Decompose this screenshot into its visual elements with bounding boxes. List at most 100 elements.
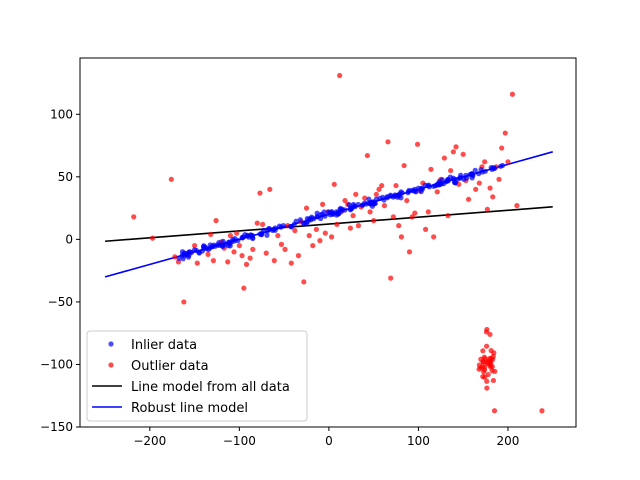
- outlier-point: [514, 203, 520, 209]
- outlier-point: [488, 359, 494, 365]
- outlier-point: [476, 180, 482, 186]
- outlier-point: [234, 230, 240, 236]
- outlier-point: [257, 190, 263, 196]
- outlier-point: [406, 249, 413, 255]
- legend: Inlier data Outlier data Line model from…: [86, 330, 308, 422]
- outlier-point: [487, 185, 493, 191]
- inlier-point: [186, 249, 192, 255]
- inlier-point: [346, 202, 352, 208]
- outlier-point: [371, 218, 377, 224]
- outlier-point: [390, 214, 396, 220]
- inlier-point: [366, 196, 372, 202]
- x-tick-label: 100: [407, 434, 430, 448]
- inlier-point: [249, 234, 256, 241]
- inlier-point: [464, 175, 470, 181]
- outlier-point: [337, 72, 343, 79]
- outlier-point: [350, 213, 356, 219]
- outlier-point: [313, 226, 319, 232]
- inlier-point: [458, 172, 464, 178]
- inlier-point: [412, 188, 418, 194]
- y-tick-label: −150: [40, 420, 73, 434]
- outlier-point: [322, 230, 328, 236]
- inlier-point: [469, 171, 475, 177]
- y-tick-label: −100: [40, 357, 73, 371]
- inlier-point: [454, 176, 461, 182]
- inlier-point: [220, 238, 226, 244]
- inlier-point: [276, 223, 283, 229]
- inlier-point: [355, 201, 361, 208]
- outlier-point: [431, 234, 437, 240]
- legend-label-outlier: Outlier data: [131, 359, 209, 374]
- inlier-point: [322, 213, 328, 219]
- x-tick-label: −200: [133, 434, 166, 448]
- outlier-point: [362, 195, 368, 201]
- outlier-point: [476, 362, 482, 368]
- y-tick-label: −50: [48, 295, 73, 309]
- legend-outlier-marker: [108, 362, 114, 368]
- outlier-point: [502, 130, 508, 136]
- inlier-point: [489, 166, 495, 172]
- inlier-point: [280, 222, 287, 229]
- inlier-point: [264, 232, 270, 238]
- outlier-point: [396, 223, 402, 229]
- outlier-point: [404, 197, 410, 204]
- outlier-point: [434, 189, 440, 195]
- outlier-point: [331, 181, 337, 187]
- outlier-point: [488, 348, 494, 354]
- inlier-point: [342, 207, 348, 213]
- outlier-point: [317, 238, 323, 244]
- outlier-point: [414, 141, 421, 147]
- outlier-point: [401, 162, 407, 169]
- inlier-point: [293, 218, 299, 224]
- outlier-point: [460, 151, 466, 157]
- outlier-point: [473, 186, 479, 192]
- outlier-point: [425, 209, 431, 215]
- inlier-point: [395, 192, 401, 198]
- x-tick-label: 0: [325, 434, 333, 448]
- outlier-point: [487, 355, 493, 361]
- inlier-point: [180, 256, 186, 262]
- inlier-point: [257, 231, 263, 237]
- legend-inlier-marker: [108, 341, 114, 347]
- inlier-point: [363, 201, 369, 207]
- outlier-point: [484, 206, 490, 212]
- outlier-point: [194, 260, 200, 266]
- inlier-point: [434, 181, 440, 187]
- inlier-point: [297, 217, 303, 223]
- outlier-point: [488, 364, 494, 370]
- outlier-point: [342, 197, 348, 204]
- inlier-point: [220, 243, 226, 249]
- outlier-point: [398, 234, 405, 240]
- outlier-point: [448, 167, 454, 174]
- outlier-point: [409, 214, 415, 220]
- legend-label-inlier: Inlier data: [131, 338, 197, 353]
- inlier-point: [499, 162, 506, 169]
- outlier-point: [481, 354, 487, 360]
- outlier-point: [509, 91, 516, 97]
- inlier-point: [318, 211, 324, 218]
- inlier-point: [351, 203, 357, 209]
- outlier-point: [227, 233, 234, 239]
- outlier-point: [381, 203, 388, 209]
- outlier-point: [499, 145, 505, 151]
- outlier-point: [465, 196, 472, 202]
- outlier-point: [376, 186, 382, 192]
- inlier-points: [176, 162, 506, 262]
- outlier-point: [250, 246, 256, 252]
- inlier-point: [478, 166, 484, 173]
- inlier-point: [384, 195, 391, 201]
- inlier-point: [266, 226, 272, 232]
- outlier-point: [292, 228, 298, 234]
- outlier-point: [355, 223, 362, 229]
- outlier-point: [243, 261, 250, 267]
- plot-area: [104, 72, 553, 414]
- outlier-point: [445, 213, 451, 219]
- outlier-point: [131, 214, 137, 220]
- outlier-point: [320, 201, 326, 207]
- outlier-point: [213, 218, 219, 224]
- axes-frame: [79, 57, 577, 428]
- outlier-point: [191, 243, 198, 249]
- outlier-point: [208, 231, 214, 237]
- inlier-point: [482, 168, 488, 174]
